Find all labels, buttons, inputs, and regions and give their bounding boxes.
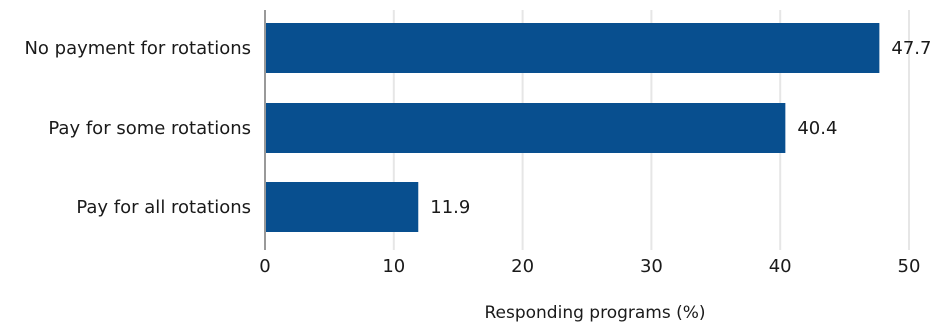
x-tick-label-20: 20 bbox=[511, 256, 534, 277]
x-tick-label-50: 50 bbox=[898, 256, 921, 277]
category-labels: No payment for rotations Pay for some rot… bbox=[24, 38, 251, 218]
data-label-1: 40.4 bbox=[797, 118, 837, 139]
category-label-1: Pay for some rotations bbox=[48, 118, 251, 139]
category-label-2: Pay for all rotations bbox=[76, 197, 251, 218]
category-label-0: No payment for rotations bbox=[24, 38, 251, 59]
x-tick-label-0: 0 bbox=[259, 256, 270, 277]
bar-1 bbox=[265, 103, 785, 153]
x-axis-title: Responding programs (%) bbox=[484, 303, 705, 323]
bar-2 bbox=[265, 182, 418, 232]
x-tick-label-30: 30 bbox=[640, 256, 663, 277]
data-label-2: 11.9 bbox=[430, 197, 470, 218]
data-label-0: 47.7 bbox=[891, 38, 931, 59]
bars bbox=[265, 23, 879, 232]
bar-0 bbox=[265, 23, 879, 73]
x-tick-labels: 0 10 20 30 40 50 bbox=[259, 256, 920, 277]
x-tick-label-10: 10 bbox=[382, 256, 405, 277]
x-tick-label-40: 40 bbox=[769, 256, 792, 277]
